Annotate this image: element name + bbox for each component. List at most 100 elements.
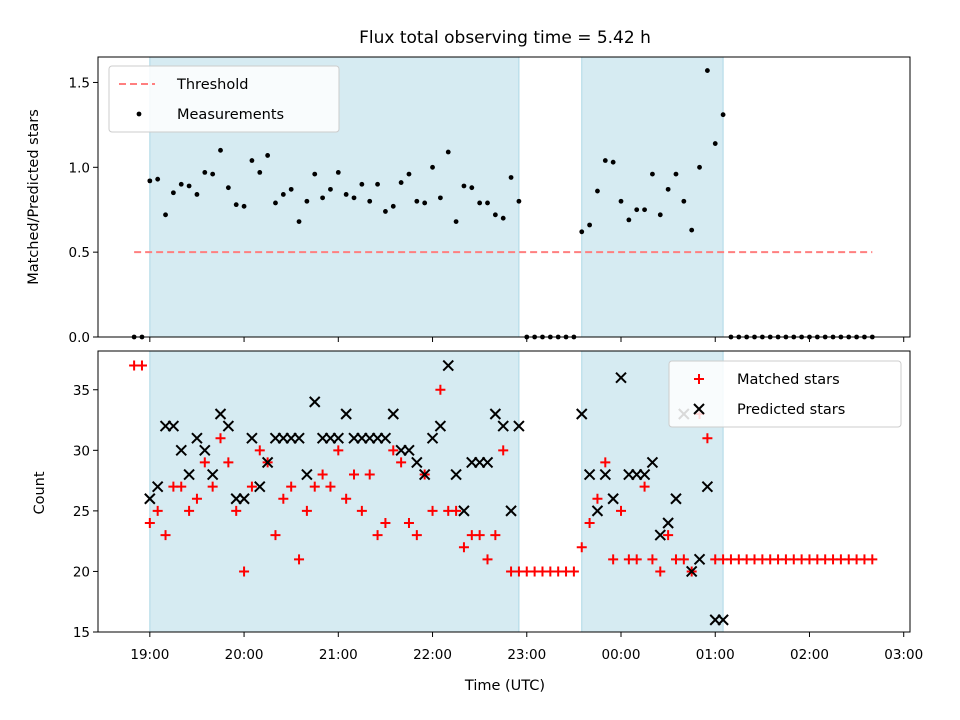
legend-matched-swatch [694,374,704,384]
predicted-star-point [175,444,187,457]
measurement-point [500,215,506,221]
measurement-point [383,209,388,214]
measurement-point [516,198,522,204]
y-tick-label: 25 [73,504,90,520]
measurement-point [249,158,255,163]
predicted-star-point [261,456,274,469]
measurement-point [351,195,357,201]
matched-star-point [231,505,242,516]
matched-star-point [576,542,587,553]
measurement-point [328,186,333,192]
predicted-star-point [411,456,423,469]
measurement-point [335,169,341,175]
matched-star-point [631,554,642,565]
predicted-star-point [591,505,604,517]
matched-star-point [176,481,187,492]
y-tick-label: 30 [73,443,90,459]
matched-star-point [490,530,501,541]
matched-star-point [364,469,375,480]
measurement-point [218,147,223,153]
bottom-legend: Matched stars Predicted stars [668,360,902,428]
matched-star-point [451,505,462,516]
predicted-star-point [685,565,698,578]
measurement-point [359,181,365,187]
predicted-star-point [693,553,706,566]
y-tick-label: 0.5 [69,245,90,261]
measurement-point [689,227,695,233]
matched-star-point [568,566,579,577]
matched-star-point [136,360,147,371]
matched-star-point [584,517,595,528]
measurement-point [579,229,585,235]
predicted-star-point [214,408,227,420]
measurement-point [704,68,710,73]
matched-star-point [474,530,485,541]
measurement-point [367,198,373,204]
axes-frame [97,56,911,338]
predicted-star-point [599,468,612,481]
measurement-point [186,183,192,189]
measurement-point [257,169,263,175]
predicted-star-point [332,432,345,444]
y-tick-label: 20 [73,564,90,580]
predicted-star-point [340,408,352,420]
y-tick-label: 0.0 [69,330,90,346]
matched-star-point [317,469,328,480]
measurement-point [626,217,632,223]
measurement-point [390,203,396,209]
shaded-period [149,350,520,633]
measurement-point [406,171,412,177]
x-tick-label: 03:00 [884,647,923,663]
matched-star-point [270,530,281,541]
predicted-star-point [607,493,619,505]
matched-star-point [396,457,407,468]
matched-star-point [427,505,438,516]
matched-star-point [388,445,399,456]
predicted-star-point [497,420,509,432]
legend-box [108,65,340,133]
predicted-star-point [293,432,305,444]
measurement-point [265,153,271,158]
legend-measurements-swatch [136,111,142,117]
predicted-star-point [662,517,674,529]
measurement-point [414,198,420,204]
x-axis-label: Time (UTC) [464,678,545,694]
measurement-point [681,198,687,204]
measurement-point [610,159,616,165]
matched-star-point [403,517,414,528]
legend-predicted-swatch [693,403,705,415]
predicted-star-point [458,505,470,517]
predicted-star-point [418,468,431,481]
matched-star-point [199,457,210,468]
predicted-star-point [670,493,682,505]
measurement-point [587,222,592,228]
matched-star-point [286,481,297,492]
matched-star-point [411,530,422,541]
x-tick-label: 19:00 [130,647,169,663]
measurement-point [304,198,310,204]
predicted-star-point [222,420,235,432]
bottom-y-axis-label: Count [32,471,48,514]
measurement-point [642,207,647,213]
measurement-point [273,200,278,206]
measurement-point [312,171,318,177]
matched-star-point [184,505,195,516]
measurement-point [461,183,467,189]
legend-measurements-label: Measurements [177,107,284,123]
matched-star-point [160,530,171,541]
measurement-point [202,169,208,175]
predicted-star-point [246,432,258,444]
matched-star-point [498,445,509,456]
predicted-star-point [387,408,399,420]
predicted-star-point [615,371,627,384]
measurement-point [618,198,624,204]
matched-star-point [254,445,265,456]
predicted-star-point [646,456,659,469]
measurement-point [673,171,679,177]
measurement-point [296,219,302,225]
flux-ratio-panel: 0.0 0.5 1.0 1.5 Threshold Measurements [69,56,911,346]
x-tick-label: 22:00 [413,647,452,663]
y-tick-label: 1.5 [69,75,90,91]
predicted-star-point [583,468,596,481]
